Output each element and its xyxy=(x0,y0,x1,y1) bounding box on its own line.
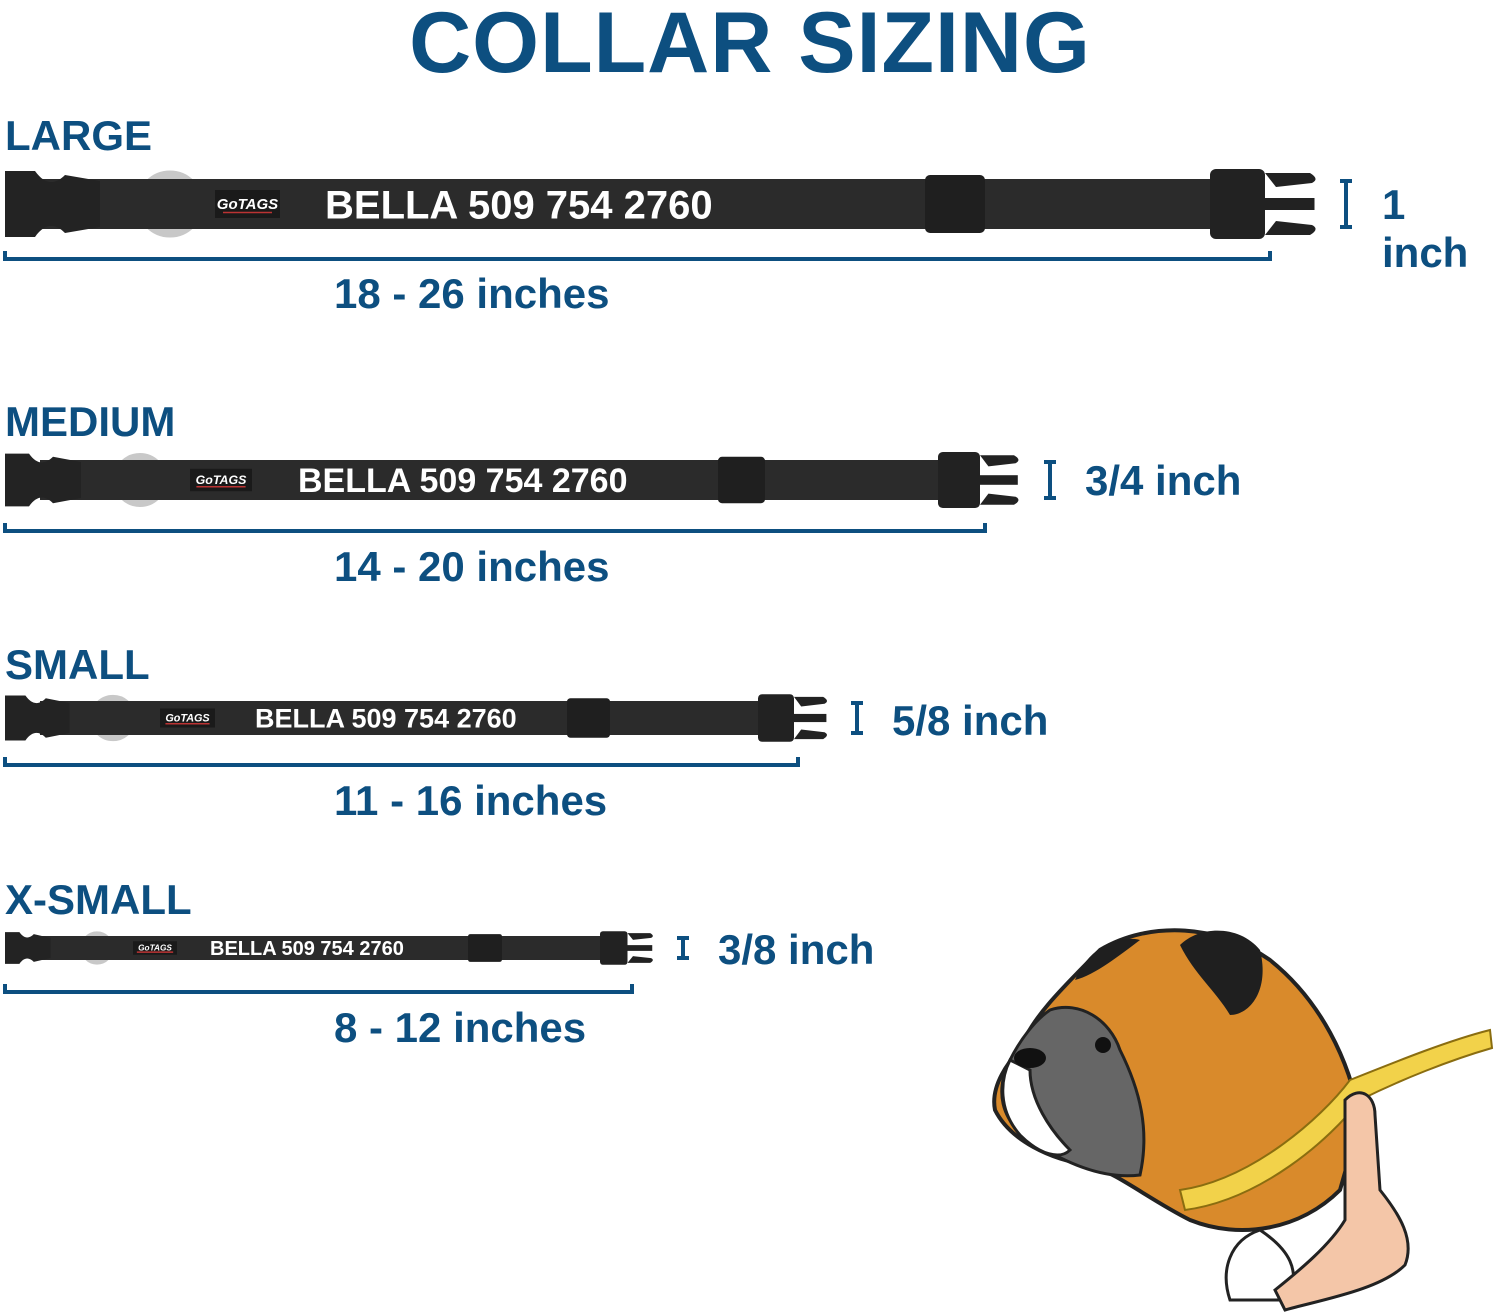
buckle-arm-top xyxy=(794,696,827,707)
buckle-arm-bottom xyxy=(980,493,1019,505)
logo-badge xyxy=(190,468,252,492)
width-bracket-icon xyxy=(677,936,689,960)
range-x-small: 8 - 12 inches xyxy=(334,1004,587,1051)
width-bracket-icon xyxy=(1044,460,1056,500)
buckle-arm-bottom xyxy=(1265,221,1316,235)
range-medium: 14 - 20 inches xyxy=(334,543,610,590)
logo-badge xyxy=(160,708,215,728)
strap-keeper xyxy=(925,175,985,233)
buckle-arm-top xyxy=(627,933,653,940)
buckle-prong xyxy=(627,945,653,951)
width-x-small: 3/8 inch xyxy=(718,926,875,973)
buckle-arm-top xyxy=(1265,173,1316,187)
width-small: 5/8 inch xyxy=(892,697,1049,744)
range-small: 11 - 16 inches xyxy=(334,777,608,824)
logo-text: GoTAGS xyxy=(165,712,210,724)
strap-keeper xyxy=(468,934,502,962)
collar-name-text: BELLA 509 754 2760 xyxy=(210,938,404,960)
buckle-arm-top xyxy=(980,455,1019,467)
collar-small: GoTAGS BELLA 509 754 2760 xyxy=(3,694,863,767)
logo-text: GoTAGS xyxy=(138,943,172,952)
buckle-female-icon xyxy=(5,932,51,964)
buckle-prong xyxy=(1265,198,1315,210)
buckle-prong xyxy=(794,713,827,723)
size-label-medium: MEDIUM xyxy=(5,398,176,445)
strap-keeper xyxy=(718,456,765,504)
width-bracket-icon xyxy=(1340,179,1352,229)
buckle-male-icon xyxy=(758,694,794,742)
collar-name-text: BELLA 509 754 2760 xyxy=(325,183,713,227)
tape-measure-icon xyxy=(1178,1028,1494,1212)
buckle-arm-bottom xyxy=(627,956,653,963)
buckle-prong xyxy=(980,475,1018,485)
buckle-female-icon xyxy=(5,695,70,741)
buckle-male-icon xyxy=(938,452,980,508)
collar-large: GoTAGS BELLA 509 754 2760 xyxy=(3,169,1352,261)
size-label-large: LARGE xyxy=(5,112,152,159)
collar-name-text: BELLA 509 754 2760 xyxy=(255,704,517,734)
buckle-male-icon xyxy=(600,931,628,965)
width-large: 1 inch xyxy=(1382,181,1469,276)
buckle-male-icon xyxy=(1210,169,1265,239)
logo-badge xyxy=(215,190,280,218)
logo-text: GoTAGS xyxy=(217,196,278,213)
width-bracket-icon xyxy=(851,701,863,735)
strap-keeper xyxy=(567,698,610,738)
collar-name-text: BELLA 509 754 2760 xyxy=(298,462,628,500)
page-title: COLLAR SIZING xyxy=(409,0,1091,91)
buckle-arm-bottom xyxy=(794,729,827,740)
buckle-female-icon xyxy=(5,453,81,507)
range-large: 18 - 26 inches xyxy=(334,270,610,317)
boxer-dog-icon xyxy=(992,928,1363,1302)
width-medium: 3/4 inch xyxy=(1085,457,1242,504)
size-label-small: SMALL xyxy=(5,641,150,688)
hand-icon xyxy=(1273,1091,1410,1312)
size-label-x-small: X-SMALL xyxy=(5,876,192,923)
collar-medium: GoTAGS BELLA 509 754 2760 xyxy=(3,452,1056,533)
buckle-female-icon xyxy=(5,171,100,237)
collar-x-small: GoTAGS BELLA 509 754 2760 xyxy=(3,931,689,994)
logo-text: GoTAGS xyxy=(196,473,247,487)
